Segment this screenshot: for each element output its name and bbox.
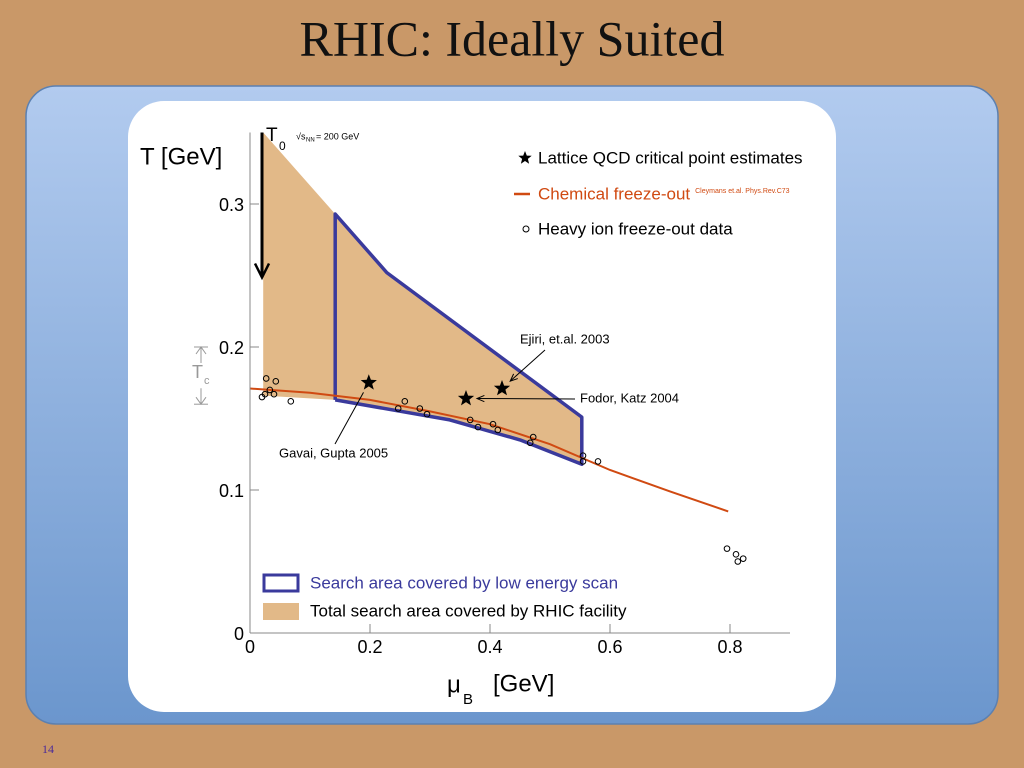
freeze-out-point [423, 410, 431, 418]
freeze-out-point [739, 555, 747, 562]
freeze-out-point [416, 405, 424, 412]
legend-entry: Heavy ion freeze-out data [538, 219, 733, 238]
t0-energy-symbol: √s [296, 131, 306, 141]
annotation-arrowhead [475, 394, 485, 403]
freeze-out-point [287, 398, 295, 405]
freeze-out-point [270, 390, 278, 398]
freeze-out-point [401, 398, 409, 405]
legend-marker [263, 603, 299, 620]
annotation: Fodor, Katz 2004 [580, 390, 679, 405]
legend-marker [518, 151, 532, 164]
freeze-out-point [579, 452, 587, 459]
freeze-out-point [489, 420, 497, 428]
x-axis-unit: [GeV] [493, 670, 554, 697]
t0-symbol: T [266, 125, 278, 146]
annotation-line [334, 392, 364, 445]
freeze-out-point [262, 375, 270, 382]
y-tick-label: 0.1 [219, 481, 244, 501]
x-tick-label: 0.8 [717, 637, 742, 657]
legend-entry: Total search area covered by RHIC facili… [310, 601, 627, 620]
slide-title: RHIC: Ideally Suited [300, 10, 725, 66]
chart: 00.10.20.30 0.2 0.4 0.6 0.8T [GeV]μB[GeV]T0√… [140, 125, 803, 708]
x-tick-label: 0.2 [357, 637, 382, 657]
freeze-out-point [258, 393, 266, 401]
legend-marker [262, 573, 300, 593]
freeze-out-point [466, 416, 474, 424]
y-tick-label: 0 [234, 624, 244, 644]
legend-marker [522, 225, 530, 233]
legend-entry: Search area covered by low energy scan [310, 573, 618, 592]
annotation: Ejiri, et.al. 2003 [520, 331, 610, 346]
annotation-arrowhead [509, 373, 518, 382]
freeze-out-point [272, 378, 280, 385]
freeze-out-point [594, 458, 602, 465]
tc-symbol: T [192, 362, 203, 382]
t0-energy: = 200 GeV [316, 131, 359, 141]
freeze-out-point [474, 423, 482, 431]
legend-entry: Chemical freeze-out [538, 184, 690, 203]
x-axis-subscript: B [463, 691, 473, 708]
y-axis-label: T [GeV] [140, 143, 222, 170]
freeze-out-point [266, 386, 274, 394]
y-tick-label: 0.3 [219, 195, 244, 215]
annotation: Gavai, Gupta 2005 [279, 445, 388, 460]
legend-reference: Cleymans et.al. Phys.Rev.C73 [695, 188, 790, 195]
freeze-out-point [526, 439, 534, 447]
t0-arrowhead [253, 262, 271, 281]
t0-subscript: 0 [279, 139, 286, 153]
tc-arrows [195, 346, 207, 406]
critical-point [493, 380, 511, 396]
x-axis-symbol: μ [447, 671, 461, 698]
freeze-out-point [394, 405, 402, 412]
critical-point [457, 390, 475, 406]
x-tick-label: 0 [245, 637, 255, 657]
freeze-out-point [732, 551, 740, 558]
page-number: 14 [42, 742, 54, 756]
freeze-out-point [529, 433, 537, 441]
y-tick-label: 0.2 [219, 338, 244, 358]
x-tick-label: 0.4 [477, 637, 502, 657]
x-tick-label: 0.6 [597, 637, 622, 657]
freeze-out-point [494, 426, 502, 434]
annotation-line [509, 349, 546, 382]
critical-point [360, 374, 377, 390]
freeze-out-point [734, 558, 742, 565]
t0-energy-subscript: NN [306, 138, 315, 144]
legend-entry: Lattice QCD critical point estimates [538, 148, 803, 167]
freeze-out-point [723, 545, 731, 552]
tc-subscript: c [204, 375, 210, 387]
low-energy-scan-area [333, 212, 584, 467]
